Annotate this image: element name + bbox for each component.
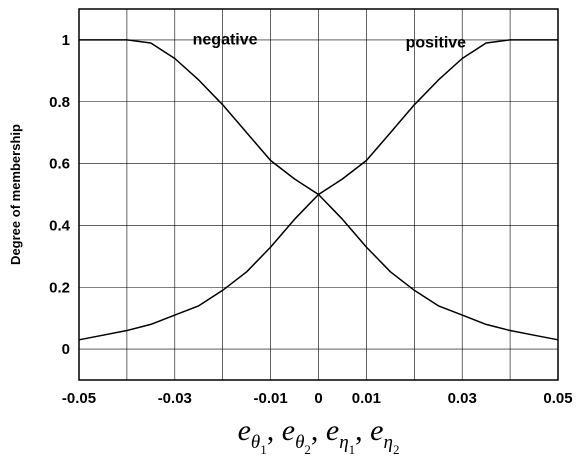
y-tick-label: 0 — [62, 341, 70, 358]
x-tick-label: 0 — [314, 390, 322, 407]
y-tick-label: 0.6 — [49, 156, 70, 173]
y-tick-labels: 0 0.2 0.4 0.6 0.8 1 — [49, 32, 71, 358]
annotation-positive: positive — [406, 35, 467, 52]
x-axis-label-text: eθ1, eθ2, eη1, eη2 — [238, 414, 400, 457]
plot-frame — [78, 8, 559, 381]
x-tick-label: -0.05 — [62, 390, 96, 407]
annotation-negative: negative — [193, 32, 258, 49]
series-lines — [78, 39, 559, 341]
x-tick-label: 0.05 — [543, 390, 572, 407]
series-line-2 — [78, 39, 558, 341]
x-tick-labels: -0.05 -0.03 -0.01 0 0.01 0.03 0.05 — [62, 390, 573, 407]
y-tick-label: 1 — [62, 32, 70, 49]
y-tick-label: 0.4 — [49, 217, 71, 234]
y-tick-label: 0.8 — [49, 94, 70, 111]
x-tick-label: 0.01 — [352, 390, 381, 407]
x-axis-label: eθ1, eθ2, eη1, eη2 — [238, 414, 400, 457]
y-axis-label: Degree of membership — [8, 124, 23, 265]
annotations: negative positive — [193, 32, 467, 52]
x-tick-label: -0.03 — [158, 390, 192, 407]
x-tick-label: 0.03 — [448, 390, 477, 407]
y-tick-label: 0.2 — [49, 279, 70, 296]
x-tick-label: -0.01 — [253, 390, 287, 407]
